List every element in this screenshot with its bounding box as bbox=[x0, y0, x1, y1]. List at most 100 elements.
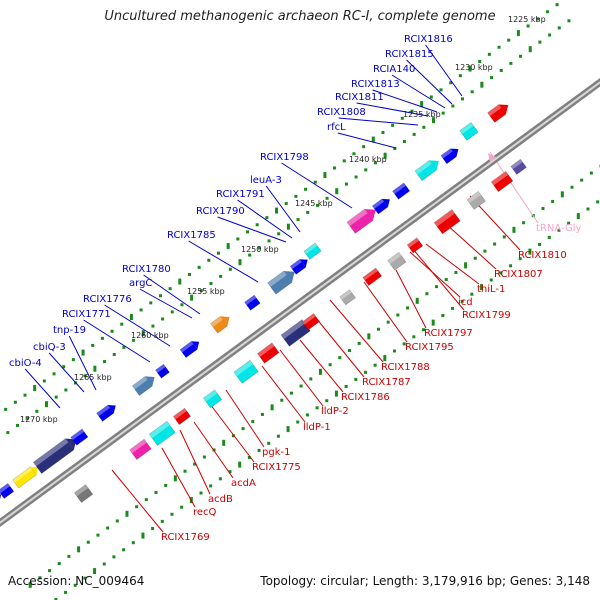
tick-dot bbox=[93, 365, 97, 372]
minus-strand-gene bbox=[257, 342, 280, 364]
tick-dot bbox=[555, 3, 559, 7]
tick-dot bbox=[180, 303, 184, 307]
tick-dot bbox=[305, 413, 309, 417]
gene-label: RCIX1790 bbox=[196, 206, 245, 217]
leader-line bbox=[161, 447, 196, 508]
tick-dot bbox=[470, 90, 474, 94]
tick-dot bbox=[277, 232, 281, 236]
tick-dot bbox=[576, 213, 580, 220]
tick-dot bbox=[323, 172, 327, 179]
trna-gene bbox=[488, 153, 496, 162]
leader-line bbox=[425, 44, 463, 97]
tick-dot bbox=[509, 61, 513, 65]
tick-dot bbox=[144, 498, 148, 502]
leader-line bbox=[225, 389, 265, 448]
tick-dot bbox=[251, 420, 255, 424]
plus-strand-gene bbox=[179, 340, 200, 359]
tick-dot bbox=[402, 342, 406, 346]
tick-dot bbox=[299, 384, 303, 388]
leader-line bbox=[83, 319, 151, 363]
tick-dot bbox=[168, 287, 172, 291]
tick-dot bbox=[100, 336, 104, 340]
tick-dot bbox=[444, 278, 448, 282]
leader-line bbox=[209, 403, 255, 463]
tick-dot bbox=[473, 256, 477, 260]
gene-label: RCIX1816 bbox=[404, 34, 453, 45]
gene-label: acdA bbox=[231, 478, 256, 489]
tick-dot bbox=[528, 248, 532, 255]
tick-dot bbox=[315, 406, 319, 410]
tick-dot bbox=[67, 554, 71, 558]
leader-line bbox=[409, 251, 461, 298]
tick-dot bbox=[173, 475, 177, 482]
tick-dot bbox=[333, 166, 337, 170]
genome-stats-line: Topology: circular; Length: 3,179,916 bp… bbox=[260, 574, 590, 588]
tick-dot bbox=[141, 532, 145, 539]
tick-dot bbox=[383, 152, 387, 159]
tick-dot bbox=[480, 284, 484, 291]
tick-dot bbox=[170, 512, 174, 516]
length-value: 3,179,916 bp bbox=[421, 574, 502, 588]
gene-features bbox=[0, 104, 527, 503]
accession-value: NC_009464 bbox=[75, 574, 145, 588]
leader-line bbox=[372, 89, 438, 113]
tick-dot bbox=[112, 555, 116, 559]
tick-dot bbox=[545, 10, 549, 14]
tick-dot bbox=[294, 194, 298, 198]
tick-dot bbox=[538, 243, 542, 247]
tick-dot bbox=[199, 289, 203, 293]
tick-dot bbox=[441, 111, 445, 115]
leader-line bbox=[281, 162, 353, 209]
tick-dot bbox=[536, 17, 540, 21]
tick-dot bbox=[347, 349, 351, 353]
leader-line bbox=[193, 421, 234, 479]
tick-dot bbox=[255, 223, 259, 227]
tick-dot bbox=[54, 395, 58, 399]
tick-dot bbox=[81, 349, 85, 356]
tick-dot bbox=[35, 409, 39, 413]
leader-line bbox=[237, 199, 293, 239]
leader-line bbox=[338, 117, 419, 126]
tick-dot bbox=[296, 218, 300, 222]
tick-dot bbox=[28, 581, 32, 588]
tick-dot bbox=[373, 363, 377, 367]
tick-dot bbox=[367, 333, 371, 340]
label-leader-lines bbox=[24, 44, 539, 533]
gene-label: cbiO-4 bbox=[9, 358, 42, 369]
tick-dot bbox=[15, 423, 19, 427]
tick-dot bbox=[164, 483, 168, 487]
tick-dot bbox=[199, 491, 203, 495]
minus-strand-gene bbox=[406, 237, 424, 254]
gene-label: RCIX1787 bbox=[362, 377, 411, 388]
gene-label: tRNA-Gly bbox=[536, 223, 581, 234]
tick-dot bbox=[518, 257, 522, 261]
tick-dot bbox=[284, 201, 288, 205]
tick-dot bbox=[71, 358, 75, 362]
tick-dot bbox=[110, 329, 114, 333]
tick-dot bbox=[151, 324, 155, 328]
tick-dot bbox=[64, 590, 68, 594]
tick-dot bbox=[106, 526, 110, 530]
tick-dot bbox=[4, 407, 8, 411]
gene-label: RCIX1811 bbox=[335, 92, 384, 103]
gene-label: RCIX1795 bbox=[405, 342, 454, 353]
kbp-tick-label: 1230 kbp bbox=[455, 63, 493, 72]
length-label: Length: bbox=[372, 574, 419, 588]
tick-dot bbox=[480, 81, 484, 88]
minus-strand-gene bbox=[129, 438, 152, 460]
tick-dot bbox=[280, 398, 284, 402]
tick-dot bbox=[519, 54, 523, 58]
tick-dot bbox=[412, 335, 416, 339]
tick-dot bbox=[93, 568, 97, 575]
leader-line bbox=[104, 304, 171, 347]
tick-dot bbox=[57, 562, 61, 566]
tick-dot bbox=[193, 462, 197, 466]
tick-dot bbox=[247, 455, 251, 459]
tick-dot bbox=[396, 313, 400, 317]
tick-dot bbox=[45, 401, 49, 408]
tick-dot bbox=[180, 505, 184, 509]
backbone-core bbox=[0, 81, 600, 524]
tick-dot bbox=[454, 270, 458, 274]
tick-dot bbox=[73, 583, 77, 587]
